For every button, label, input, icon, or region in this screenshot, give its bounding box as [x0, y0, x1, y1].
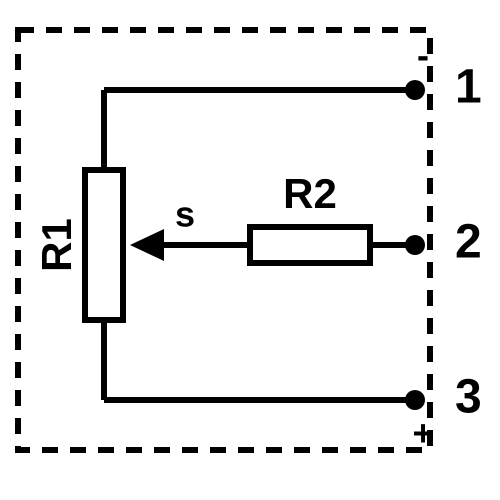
terminal-node-3 — [405, 390, 425, 410]
potentiometer-r1 — [85, 170, 123, 320]
r2-label: R2 — [283, 170, 337, 217]
wiper-arrowhead — [130, 229, 164, 261]
resistor-r2 — [250, 227, 370, 263]
r1-label: R1 — [33, 218, 80, 272]
terminal-label-2: 2 — [455, 216, 482, 269]
terminal-node-1 — [405, 80, 425, 100]
terminal-node-2 — [405, 235, 425, 255]
terminal-label-1: 1 — [455, 61, 482, 114]
terminal-label-3: 3 — [455, 371, 482, 424]
polarity-1: - — [417, 35, 429, 76]
polarity-3: + — [412, 413, 433, 454]
s-label: s — [175, 194, 195, 235]
